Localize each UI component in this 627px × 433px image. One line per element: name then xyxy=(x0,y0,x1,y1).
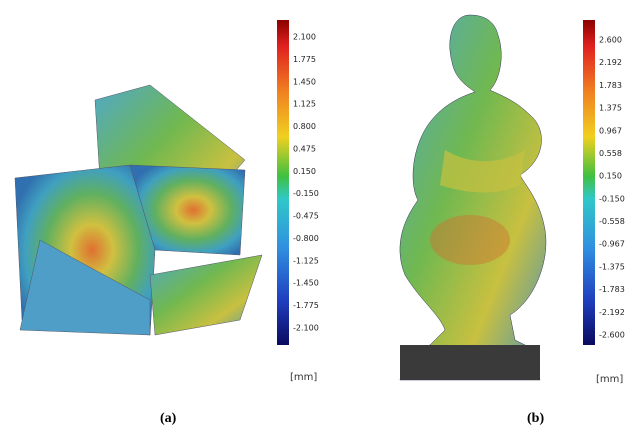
colorbar-tick-label: -0.967 xyxy=(599,240,625,249)
colorbar-tick-label: 0.800 xyxy=(293,122,316,131)
colorbar-tick-label: -0.475 xyxy=(293,212,319,221)
colorbar-tick-label: -0.558 xyxy=(599,217,625,226)
colorbar-tick-label: -0.150 xyxy=(293,189,319,198)
colorbar-tick-label: 2.600 xyxy=(599,36,622,45)
colorbar-tick-label: -1.125 xyxy=(293,256,319,265)
colorbar-tick-label: -0.800 xyxy=(293,234,319,243)
colorbar xyxy=(277,20,289,345)
colorbar-tick-label: -2.600 xyxy=(599,331,625,340)
figure: [mm] [mm] (a) (b) 2.100 1.775 1.450 1.125 0.… xyxy=(0,0,627,433)
colorbar-tick-label: 0.967 xyxy=(599,126,622,135)
colorbar-tick-label: 0.475 xyxy=(293,144,316,153)
colorbar xyxy=(583,20,595,345)
colorbar-tick-label: -0.150 xyxy=(599,194,625,203)
colorbar-tick-label: -1.375 xyxy=(599,262,625,271)
shape-a xyxy=(15,85,262,335)
colorbar-tick-label: 1.783 xyxy=(599,81,622,90)
colorbar-tick-label: 0.558 xyxy=(599,149,622,158)
colorbar-tick-label: 0.150 xyxy=(293,167,316,176)
colorbar-tick-label: 1.450 xyxy=(293,77,316,86)
colorbar-tick-label: 2.192 xyxy=(599,58,622,67)
colorbar-tick-label: 1.375 xyxy=(599,104,622,113)
colorbar-tick-label: 1.125 xyxy=(293,100,316,109)
shape-b xyxy=(400,15,546,380)
caption: (a) xyxy=(160,411,177,426)
colorbar-tick-label: -1.783 xyxy=(599,285,625,294)
colorbar-tick-label: -1.450 xyxy=(293,279,319,288)
colorbar-tick-label: -2.100 xyxy=(293,324,319,333)
colorbar-tick-label: 0.150 xyxy=(599,172,622,181)
caption: (b) xyxy=(527,411,544,426)
unit-label: [mm] xyxy=(290,372,317,383)
colorbar-tick-label: -1.775 xyxy=(293,301,319,310)
unit-label: [mm] xyxy=(596,374,623,385)
colorbar-tick-label: 2.100 xyxy=(293,33,316,42)
colorbar-tick-label: 1.775 xyxy=(293,55,316,64)
colorbar-tick-label: -2.192 xyxy=(599,308,625,317)
